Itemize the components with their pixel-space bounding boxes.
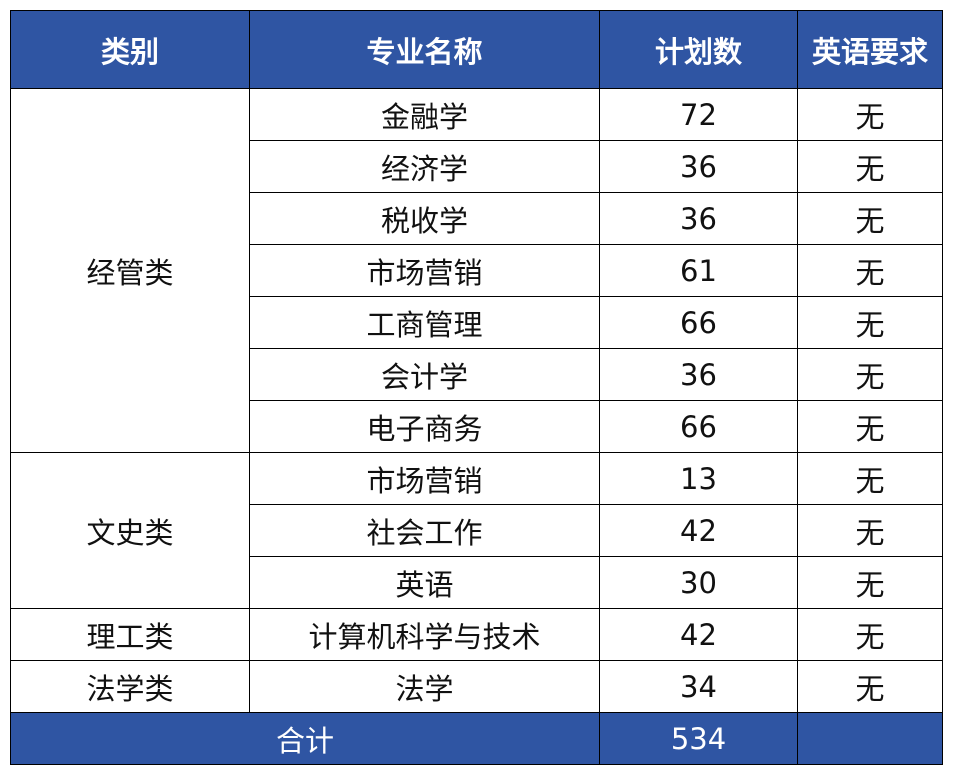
major-cell: 经济学 xyxy=(249,140,600,193)
table-row: 会计学 36 无 xyxy=(11,348,943,401)
count-cell: 30 xyxy=(599,556,798,609)
english-cell: 无 xyxy=(797,244,943,297)
major-cell: 工商管理 xyxy=(249,296,600,349)
count-cell: 36 xyxy=(599,192,798,245)
count-cell: 66 xyxy=(599,296,798,349)
header-cell: 专业名称 xyxy=(249,10,600,89)
major-cell: 会计学 xyxy=(249,348,600,401)
english-cell: 无 xyxy=(797,660,943,713)
major-cell: 税收学 xyxy=(249,192,600,245)
major-cell: 市场营销 xyxy=(249,452,600,505)
footer-label: 合计 xyxy=(10,712,600,765)
table-row: 工商管理 66 无 xyxy=(11,296,943,349)
category-cell: 理工类 xyxy=(10,608,250,661)
category-cell: 经管类 xyxy=(10,88,250,453)
english-cell: 无 xyxy=(797,348,943,401)
english-cell: 无 xyxy=(797,88,943,141)
english-cell: 无 xyxy=(797,504,943,557)
header-cell: 英语要求 xyxy=(797,10,943,89)
footer-total: 534 xyxy=(599,712,798,765)
count-cell: 42 xyxy=(599,504,798,557)
english-cell: 无 xyxy=(797,140,943,193)
count-cell: 61 xyxy=(599,244,798,297)
table-row: 理工类 计算机科学与技术 42 无 xyxy=(10,608,943,661)
header-cell: 类别 xyxy=(10,10,250,89)
major-cell: 市场营销 xyxy=(249,244,600,297)
major-cell: 英语 xyxy=(249,556,600,609)
table-row: 社会工作 42 无 xyxy=(11,504,943,557)
header-cell: 计划数 xyxy=(599,10,798,89)
english-cell: 无 xyxy=(797,608,943,661)
table-body: 经管类 金融学 72 无经济学 36 无税收学 36 无市场营销 61 无工商管理 66 无会计学 36… xyxy=(10,88,943,765)
table-row: 英语 30 无 xyxy=(11,556,943,609)
count-cell: 72 xyxy=(599,88,798,141)
major-cell: 金融学 xyxy=(249,88,600,141)
footer-row: 合计 534 xyxy=(10,712,943,765)
table-row: 电子商务 66 无 xyxy=(11,400,943,453)
major-cell: 电子商务 xyxy=(249,400,600,453)
count-cell: 36 xyxy=(599,348,798,401)
plan-table: 类别 专业名称 计划数 英语要求 经管类 金融学 72 无经济学 36 无税收学 36 无市场营销 6… xyxy=(10,10,943,765)
major-cell: 社会工作 xyxy=(249,504,600,557)
count-cell: 42 xyxy=(599,608,798,661)
english-cell: 无 xyxy=(797,400,943,453)
count-cell: 34 xyxy=(599,660,798,713)
english-cell: 无 xyxy=(797,192,943,245)
english-cell: 无 xyxy=(797,296,943,349)
major-cell: 计算机科学与技术 xyxy=(249,608,600,661)
table-row: 文史类 市场营销 13 无 xyxy=(10,452,943,609)
table-row: 法学类 法学 34 无 xyxy=(10,660,943,713)
table-row: 经济学 36 无 xyxy=(11,140,943,193)
count-cell: 66 xyxy=(599,400,798,453)
english-cell: 无 xyxy=(797,452,943,505)
footer-empty xyxy=(797,712,943,765)
english-cell: 无 xyxy=(797,556,943,609)
count-cell: 36 xyxy=(599,140,798,193)
header-row: 类别 专业名称 计划数 英语要求 xyxy=(10,10,943,89)
major-cell: 法学 xyxy=(249,660,600,713)
count-cell: 13 xyxy=(599,452,798,505)
table-row: 经管类 金融学 72 无 xyxy=(10,88,943,453)
category-cell: 法学类 xyxy=(10,660,250,713)
category-cell: 文史类 xyxy=(10,452,250,609)
